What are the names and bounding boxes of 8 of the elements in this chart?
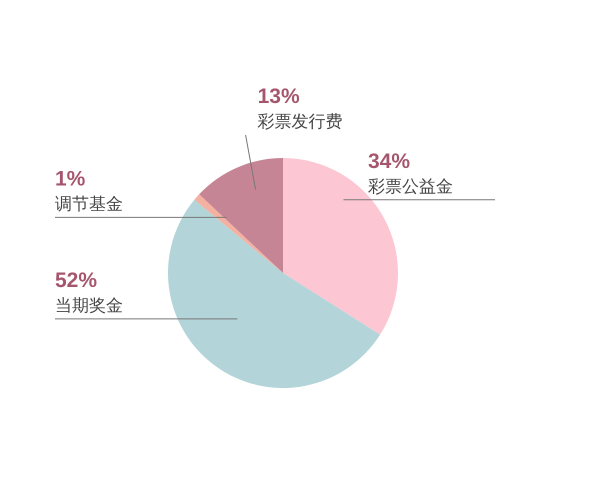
data-label: 1% <box>55 167 86 190</box>
data-label: 13% <box>258 85 300 108</box>
slice-label: 彩票公益金 <box>368 176 453 196</box>
slice-label: 调节基金 <box>55 194 123 214</box>
slice-label: 彩票发行费 <box>258 112 343 131</box>
data-label: 52% <box>55 268 98 292</box>
slice-label: 当期奖金 <box>55 296 123 315</box>
data-label: 34% <box>368 150 410 173</box>
